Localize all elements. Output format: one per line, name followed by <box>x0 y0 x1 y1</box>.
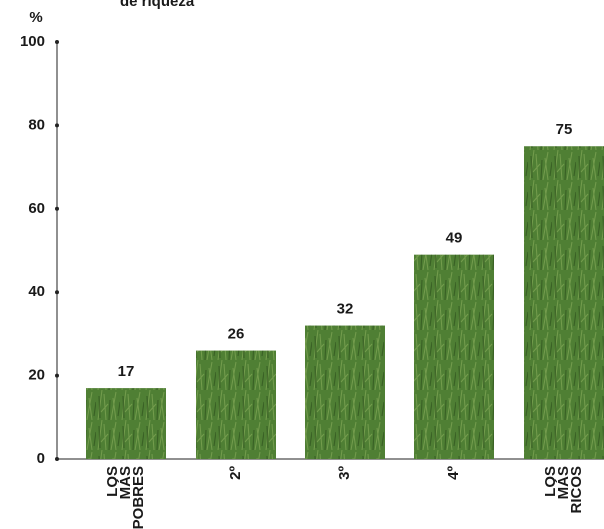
y-tick-label: 100 <box>20 33 45 50</box>
x-tick-label: 3º <box>336 465 353 479</box>
tick-mark <box>55 373 59 378</box>
x-tick-label: 4º <box>445 465 462 479</box>
y-tick-label: 20 <box>28 367 45 384</box>
data-label: 17 <box>118 363 135 380</box>
tick-mark <box>55 290 59 295</box>
data-label: 75 <box>556 121 573 138</box>
bar-texture <box>524 146 604 459</box>
bar-texture <box>305 325 385 459</box>
x-tick-label: 2º <box>227 465 244 479</box>
bar-texture <box>414 254 494 459</box>
bar-texture <box>196 350 276 459</box>
data-label: 49 <box>446 230 463 247</box>
bar-texture <box>86 388 166 459</box>
x-tick-label: LOSMÁSRICOS <box>542 466 585 514</box>
chart-title: de riqueza <box>120 0 195 10</box>
x-tick-label: LOSMÁSPOBRES <box>104 466 147 529</box>
data-label: 26 <box>228 326 245 343</box>
y-tick-label: 40 <box>28 283 45 300</box>
tick-mark <box>55 123 59 128</box>
y-tick-label: 0 <box>37 450 45 467</box>
tick-mark <box>55 40 59 44</box>
data-label: 32 <box>337 301 354 318</box>
y-tick-label: 60 <box>28 200 45 217</box>
y-axis-label: % <box>29 9 42 26</box>
y-tick-label: 80 <box>28 116 45 133</box>
tick-mark <box>55 457 59 461</box>
tick-mark <box>55 206 59 211</box>
